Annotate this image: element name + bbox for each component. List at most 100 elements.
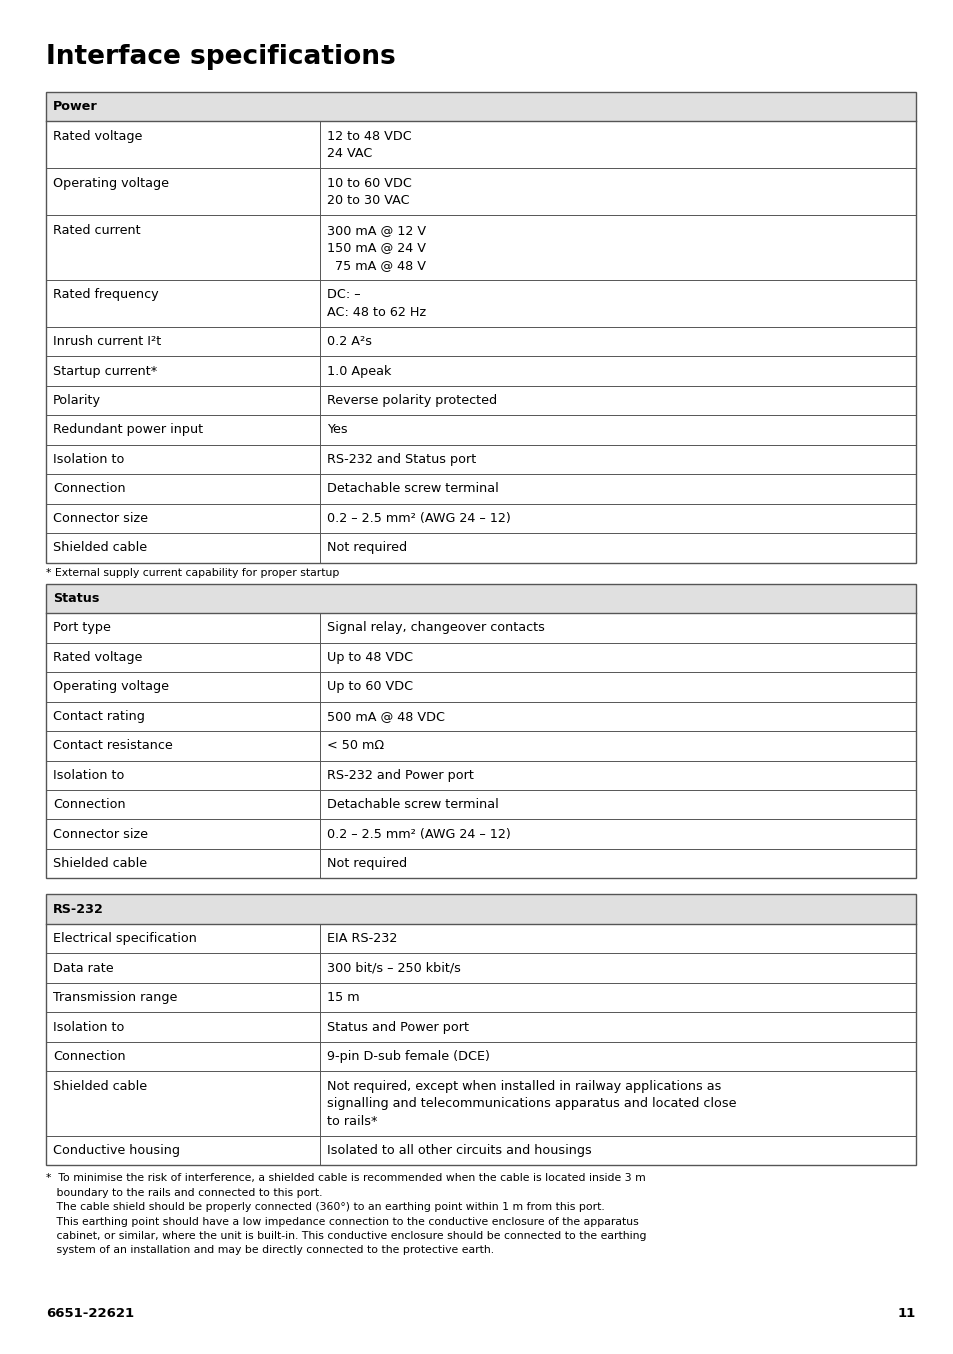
- Bar: [46, 789, 915, 819]
- Text: Power: Power: [53, 100, 97, 114]
- Bar: [46, 1071, 915, 1136]
- Bar: [46, 92, 915, 122]
- Text: Shielded cable: Shielded cable: [53, 1079, 147, 1093]
- Text: *  To minimise the risk of interference, a shielded cable is recommended when th: * To minimise the risk of interference, …: [46, 1173, 645, 1183]
- Text: Operating voltage: Operating voltage: [53, 680, 169, 693]
- Text: Signal relay, changeover contacts: Signal relay, changeover contacts: [327, 621, 544, 635]
- Text: Data rate: Data rate: [53, 961, 113, 975]
- Bar: [46, 356, 915, 386]
- Text: Rated voltage: Rated voltage: [53, 130, 142, 142]
- Text: Contact rating: Contact rating: [53, 709, 145, 723]
- Text: Connection: Connection: [53, 799, 126, 811]
- Text: Not required, except when installed in railway applications as: Not required, except when installed in r…: [327, 1079, 720, 1093]
- Text: 500 mA @ 48 VDC: 500 mA @ 48 VDC: [327, 709, 445, 723]
- Bar: [46, 895, 915, 1166]
- Bar: [46, 416, 915, 444]
- Text: Yes: Yes: [327, 424, 347, 436]
- Bar: [46, 643, 915, 672]
- Text: Isolated to all other circuits and housings: Isolated to all other circuits and housi…: [327, 1144, 591, 1158]
- Text: 150 mA @ 24 V: 150 mA @ 24 V: [327, 241, 426, 255]
- Bar: [46, 326, 915, 356]
- Bar: [46, 280, 915, 326]
- Text: Rated voltage: Rated voltage: [53, 651, 142, 663]
- Text: 12 to 48 VDC: 12 to 48 VDC: [327, 130, 412, 142]
- Text: 20 to 30 VAC: 20 to 30 VAC: [327, 194, 409, 207]
- Bar: [46, 849, 915, 879]
- Text: RS-232 and Power port: RS-232 and Power port: [327, 769, 474, 781]
- Text: signalling and telecommunications apparatus and located close: signalling and telecommunications appara…: [327, 1097, 736, 1110]
- Text: Isolation to: Isolation to: [53, 454, 124, 466]
- Text: Isolation to: Isolation to: [53, 769, 124, 781]
- Bar: [46, 701, 915, 731]
- Bar: [46, 953, 915, 983]
- Text: This earthing point should have a low impedance connection to the conductive enc: This earthing point should have a low im…: [46, 1216, 639, 1227]
- Text: 15 m: 15 m: [327, 991, 359, 1005]
- Bar: [46, 1041, 915, 1071]
- Text: Port type: Port type: [53, 621, 111, 635]
- Text: Not required: Not required: [327, 542, 407, 554]
- Text: Status: Status: [53, 592, 99, 605]
- Text: 300 bit/s – 250 kbit/s: 300 bit/s – 250 kbit/s: [327, 961, 460, 975]
- Bar: [46, 533, 915, 563]
- Text: Connector size: Connector size: [53, 827, 148, 841]
- Bar: [46, 444, 915, 474]
- Text: 9-pin D-sub female (DCE): 9-pin D-sub female (DCE): [327, 1051, 490, 1063]
- Text: 24 VAC: 24 VAC: [327, 148, 372, 160]
- Text: Up to 48 VDC: Up to 48 VDC: [327, 651, 413, 663]
- Bar: [46, 122, 915, 168]
- Bar: [46, 923, 915, 953]
- Bar: [46, 168, 915, 215]
- Bar: [46, 672, 915, 701]
- Text: Contact resistance: Contact resistance: [53, 739, 172, 753]
- Text: Isolation to: Isolation to: [53, 1021, 124, 1033]
- Text: 300 mA @ 12 V: 300 mA @ 12 V: [327, 223, 426, 237]
- Bar: [46, 1013, 915, 1041]
- Text: Shielded cable: Shielded cable: [53, 857, 147, 871]
- Bar: [46, 1136, 915, 1166]
- Bar: [46, 584, 915, 879]
- Text: The cable shield should be properly connected (360°) to an earthing point within: The cable shield should be properly conn…: [46, 1202, 604, 1212]
- Text: RS-232: RS-232: [53, 903, 104, 915]
- Text: cabinet, or similar, where the unit is built-in. This conductive enclosure shoul: cabinet, or similar, where the unit is b…: [46, 1231, 646, 1242]
- Bar: [46, 386, 915, 416]
- Bar: [46, 215, 915, 280]
- Bar: [46, 613, 915, 643]
- Bar: [46, 584, 915, 613]
- Text: to rails*: to rails*: [327, 1114, 377, 1128]
- Text: Rated frequency: Rated frequency: [53, 288, 158, 301]
- Text: Electrical specification: Electrical specification: [53, 932, 196, 945]
- Bar: [46, 819, 915, 849]
- Text: EIA RS-232: EIA RS-232: [327, 932, 397, 945]
- Text: 11: 11: [897, 1307, 915, 1320]
- Bar: [46, 731, 915, 761]
- Text: Redundant power input: Redundant power input: [53, 424, 203, 436]
- Text: Operating voltage: Operating voltage: [53, 176, 169, 190]
- Text: Transmission range: Transmission range: [53, 991, 177, 1005]
- Text: Not required: Not required: [327, 857, 407, 871]
- Text: * External supply current capability for proper startup: * External supply current capability for…: [46, 567, 339, 578]
- Text: Interface specifications: Interface specifications: [46, 43, 395, 70]
- Text: Connection: Connection: [53, 482, 126, 496]
- Text: boundary to the rails and connected to this port.: boundary to the rails and connected to t…: [46, 1187, 322, 1198]
- Text: system of an installation and may be directly connected to the protective earth.: system of an installation and may be dir…: [46, 1246, 494, 1255]
- Text: 6651-22621: 6651-22621: [46, 1307, 134, 1320]
- Text: AC: 48 to 62 Hz: AC: 48 to 62 Hz: [327, 306, 426, 318]
- Bar: [46, 504, 915, 533]
- Text: 10 to 60 VDC: 10 to 60 VDC: [327, 176, 412, 190]
- Text: 1.0 Apeak: 1.0 Apeak: [327, 364, 391, 378]
- Text: Rated current: Rated current: [53, 223, 140, 237]
- Text: 0.2 – 2.5 mm² (AWG 24 – 12): 0.2 – 2.5 mm² (AWG 24 – 12): [327, 512, 510, 525]
- Text: 0.2 A²s: 0.2 A²s: [327, 334, 372, 348]
- Text: DC: –: DC: –: [327, 288, 360, 301]
- Text: Detachable screw terminal: Detachable screw terminal: [327, 482, 498, 496]
- Text: Connection: Connection: [53, 1051, 126, 1063]
- Text: Detachable screw terminal: Detachable screw terminal: [327, 799, 498, 811]
- Text: Up to 60 VDC: Up to 60 VDC: [327, 680, 413, 693]
- Bar: [46, 92, 915, 563]
- Text: < 50 mΩ: < 50 mΩ: [327, 739, 384, 753]
- Text: Reverse polarity protected: Reverse polarity protected: [327, 394, 497, 408]
- Bar: [46, 474, 915, 504]
- Bar: [46, 761, 915, 789]
- Text: Polarity: Polarity: [53, 394, 101, 408]
- Bar: [46, 983, 915, 1013]
